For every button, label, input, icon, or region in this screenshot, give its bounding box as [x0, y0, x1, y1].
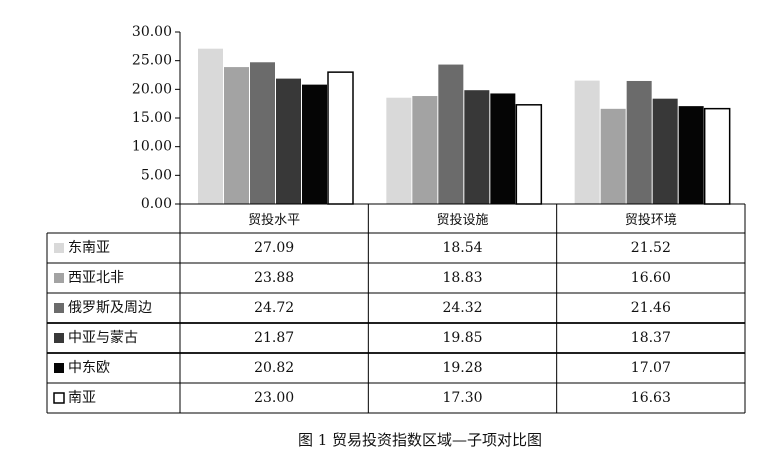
table-value: 18.54	[442, 240, 482, 256]
legend-label: 中东欧	[68, 360, 110, 376]
bar	[250, 62, 275, 204]
caption: 图 1 贸易投资指数区域—子项对比图	[298, 431, 542, 449]
bar	[224, 67, 249, 204]
bar	[626, 80, 652, 204]
y-tick-label: 10.00	[132, 139, 172, 155]
legend-swatch	[54, 273, 64, 283]
legend-swatch	[54, 243, 64, 253]
table-value: 17.30	[442, 390, 482, 406]
table-value: 19.85	[442, 330, 482, 346]
bar	[600, 108, 626, 204]
legend-swatch	[54, 303, 64, 313]
bar	[302, 84, 327, 204]
bar	[652, 98, 678, 204]
table-value: 18.37	[631, 330, 671, 346]
table-value: 16.60	[631, 270, 671, 286]
table-value: 27.09	[254, 240, 294, 256]
y-tick-label: 30.00	[132, 24, 172, 40]
bar	[703, 107, 731, 205]
legend-swatch	[53, 392, 65, 404]
y-tick-label: 0.00	[141, 196, 172, 212]
table-value: 23.00	[254, 390, 294, 406]
bar	[327, 71, 354, 205]
bar	[490, 93, 516, 204]
y-tick-label: 25.00	[132, 53, 172, 69]
y-tick-label: 15.00	[132, 110, 172, 126]
bar	[386, 97, 412, 204]
bar	[515, 104, 543, 205]
legend-swatch	[54, 363, 64, 373]
y-tick-label: 5.00	[141, 167, 172, 183]
table-value: 20.82	[254, 360, 294, 376]
table-value: 17.07	[631, 360, 671, 376]
column-header: 贸投设施	[436, 212, 488, 228]
bar	[198, 48, 223, 205]
bar	[464, 90, 490, 204]
legend-label: 东南亚	[68, 240, 110, 256]
bar	[412, 96, 438, 204]
table-value: 24.32	[442, 300, 482, 316]
y-tick-label: 20.00	[132, 81, 172, 97]
legend-label: 俄罗斯及周边	[68, 300, 152, 316]
bar	[276, 78, 301, 204]
legend-label: 中亚与蒙古	[68, 330, 138, 346]
legend-swatch	[54, 333, 64, 343]
table-value: 24.72	[254, 300, 294, 316]
bar	[678, 106, 704, 204]
column-header: 贸投水平	[248, 212, 300, 228]
bar	[438, 64, 464, 204]
legend-label: 南亚	[68, 390, 96, 406]
bar	[574, 80, 600, 204]
table-value: 21.87	[254, 330, 294, 346]
table-value: 18.83	[442, 270, 482, 286]
table-value: 16.63	[631, 390, 671, 406]
table-value: 21.46	[631, 300, 671, 316]
legend-label: 西亚北非	[68, 270, 124, 286]
table-value: 23.88	[254, 270, 294, 286]
table-value: 19.28	[442, 360, 482, 376]
table-value: 21.52	[631, 240, 671, 256]
column-header: 贸投环境	[625, 212, 677, 228]
